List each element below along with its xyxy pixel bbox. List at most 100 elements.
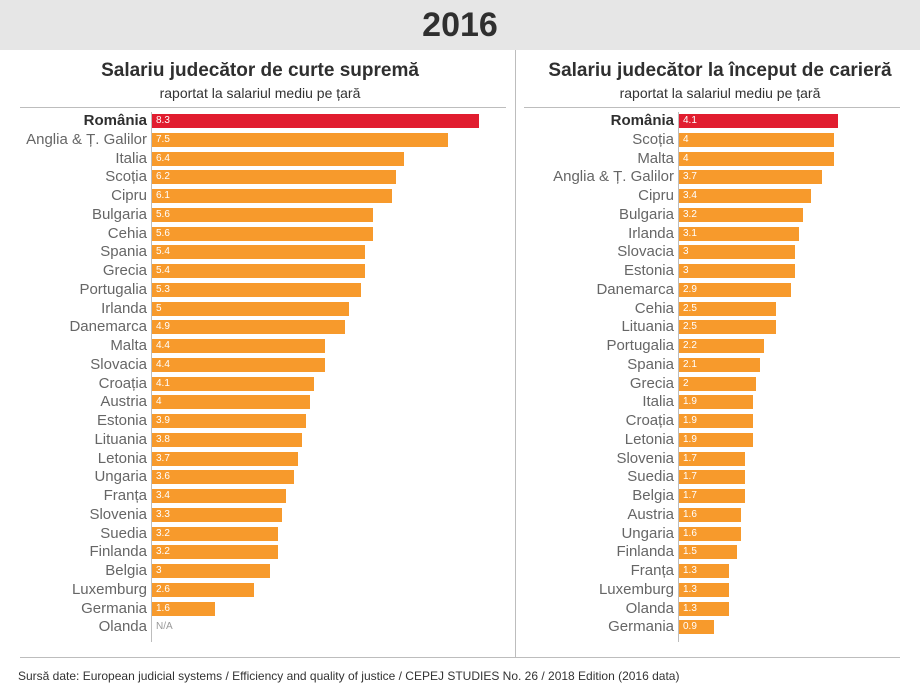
value-label: 2.6 <box>156 583 170 595</box>
value-label: 3.7 <box>156 452 170 464</box>
value-label: 3.1 <box>683 227 697 239</box>
bar <box>679 526 741 541</box>
value-label: 6.2 <box>156 171 170 183</box>
bar <box>679 507 741 522</box>
category-label: Ungaria <box>621 524 674 542</box>
bar <box>152 114 479 128</box>
source-note: Sursă date: European judicial systems / … <box>18 669 680 683</box>
value-label: 3 <box>156 565 162 576</box>
category-label: Malta <box>637 149 674 167</box>
category-label: Cipru <box>111 187 147 204</box>
category-label: Scoția <box>632 130 674 148</box>
category-label: Croația <box>98 374 147 392</box>
bar <box>679 320 776 335</box>
value-label: 4.4 <box>156 358 170 370</box>
category-label: Portugalia <box>79 280 147 298</box>
bar <box>679 132 834 147</box>
value-label: 3.9 <box>156 415 170 426</box>
value-label: 4 <box>683 133 689 145</box>
left-chart-subtitle: raportat la salariul mediu pe țară <box>159 85 361 101</box>
category-label: Grecia <box>629 374 674 392</box>
bar <box>679 601 729 616</box>
category-label: Austria <box>100 393 147 411</box>
category-label: Croația <box>625 412 674 429</box>
category-label: Irlanda <box>628 224 674 242</box>
category-label: Ungaria <box>94 468 147 486</box>
category-label: Austria <box>627 505 674 523</box>
category-label: Belgia <box>632 487 674 504</box>
bar <box>152 376 314 391</box>
category-label: Suedia <box>627 468 674 486</box>
right-chart-subtitle: raportat la salariul mediu pe țară <box>619 85 821 101</box>
category-label: România <box>83 112 147 129</box>
bar <box>679 114 838 128</box>
bar <box>679 564 729 578</box>
bar <box>152 545 278 560</box>
right-bar-chart: România 4.1 Scoția 4 Malta 4 Anglia & Ț. Galil… <box>516 112 920 647</box>
category-label: Grecia <box>102 262 147 279</box>
category-label: Slovacia <box>90 355 147 373</box>
category-label: Estonia <box>96 412 147 429</box>
value-label: 2.9 <box>683 283 697 295</box>
category-label: Letonia <box>97 449 147 467</box>
bar <box>152 189 392 203</box>
bar <box>152 451 298 466</box>
bar <box>152 470 294 485</box>
category-label: Finlanda <box>616 543 674 561</box>
bar <box>679 620 714 635</box>
value-label: 4.1 <box>683 115 697 126</box>
value-label: 1.7 <box>683 452 697 464</box>
category-label: Bulgaria <box>91 205 147 223</box>
category-label: Letonia <box>624 430 674 448</box>
bar <box>152 301 349 316</box>
value-label: 3 <box>683 246 689 258</box>
value-label: 3.4 <box>156 490 170 501</box>
category-label: Spania <box>100 243 147 261</box>
category-label: Italia <box>115 149 147 167</box>
category-label: Germania <box>81 599 147 617</box>
bar <box>152 432 302 447</box>
bar <box>152 320 345 335</box>
bar <box>679 207 803 222</box>
bar <box>679 376 756 391</box>
category-label: Olanda <box>98 618 147 636</box>
bar <box>679 395 753 410</box>
category-label: Irlanda <box>101 299 147 317</box>
bar <box>679 545 737 560</box>
bar <box>152 207 373 222</box>
category-label: Franța <box>103 487 147 504</box>
bar <box>679 151 834 166</box>
bar <box>152 226 373 241</box>
bar <box>152 170 396 185</box>
bar <box>152 489 286 503</box>
bar <box>152 526 278 541</box>
value-label: 3 <box>683 265 689 276</box>
bar <box>679 470 745 485</box>
value-label: 1.3 <box>683 583 697 595</box>
footer-divider <box>20 657 900 658</box>
category-label: Germania <box>608 618 674 636</box>
value-label: 1.7 <box>683 490 697 501</box>
value-label: 1.9 <box>683 433 697 445</box>
category-label: Scoția <box>105 168 147 186</box>
value-label: 1.3 <box>683 602 697 614</box>
category-label: Slovenia <box>89 505 147 523</box>
value-label: 5.4 <box>156 246 170 258</box>
chart-axis-line <box>678 112 679 642</box>
bar <box>679 189 811 203</box>
value-label: 2.1 <box>683 358 697 370</box>
category-label: Slovenia <box>616 449 674 467</box>
bar <box>679 414 753 428</box>
bar <box>152 357 325 372</box>
value-label: 5.6 <box>156 208 170 220</box>
bar <box>679 339 764 353</box>
bar <box>152 282 361 297</box>
bar <box>152 339 325 353</box>
value-label: 3.2 <box>683 208 697 220</box>
bar <box>679 226 799 241</box>
bar <box>152 564 270 578</box>
value-label: 5.4 <box>156 265 170 276</box>
value-label: 1.6 <box>683 527 697 539</box>
value-label: 1.5 <box>683 546 697 558</box>
category-label: Slovacia <box>617 243 674 261</box>
